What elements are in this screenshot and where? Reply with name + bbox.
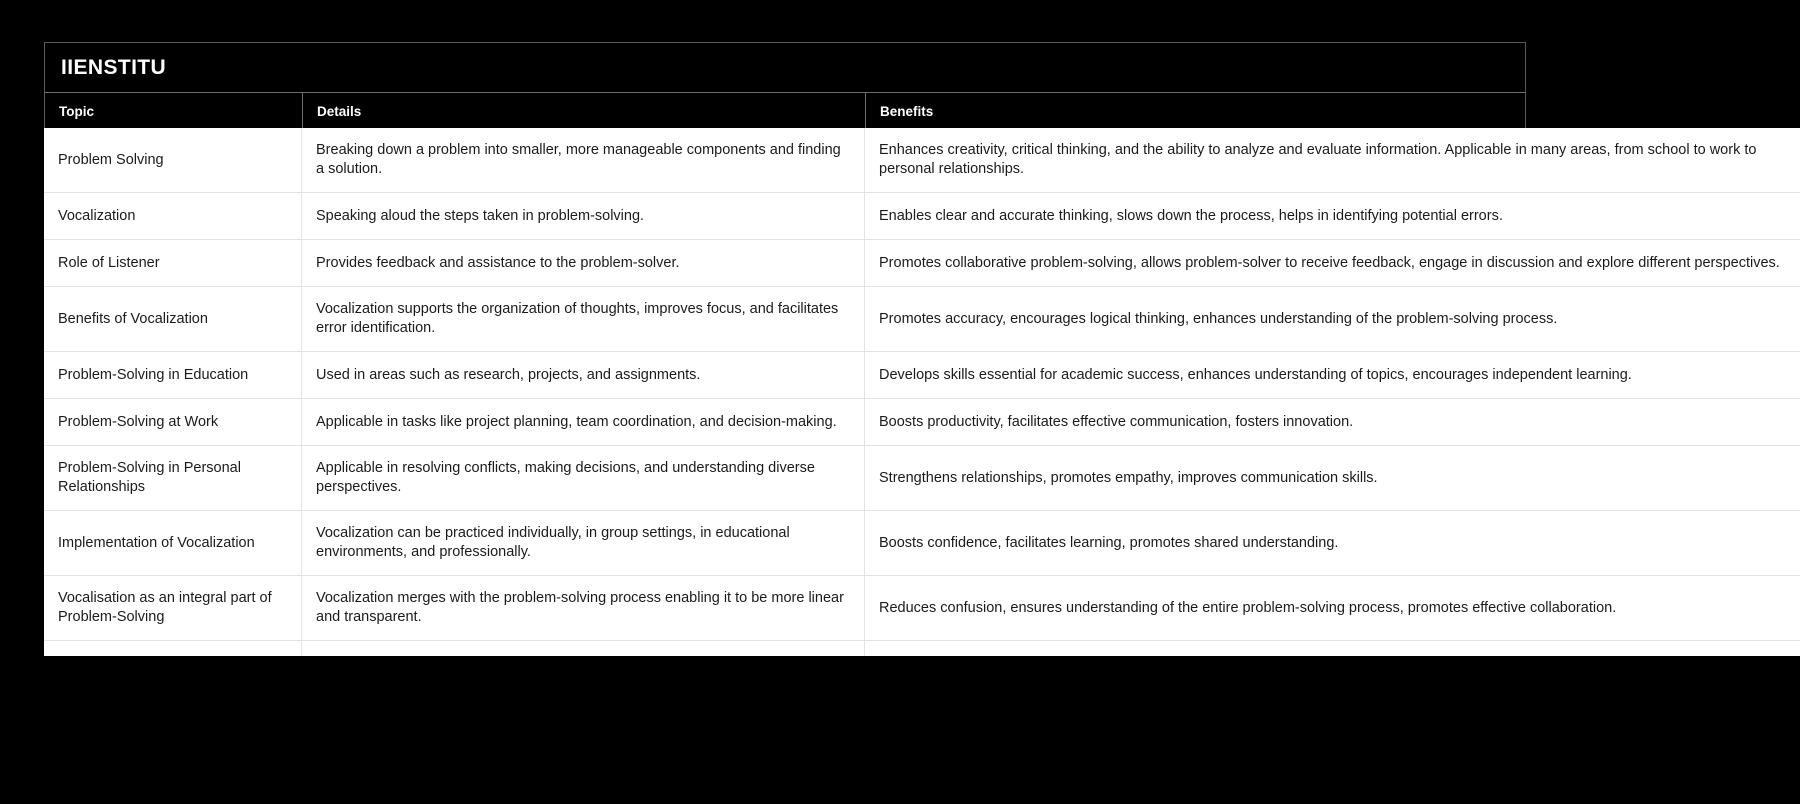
- cell-benefits: Develops skills essential for academic s…: [865, 352, 1800, 398]
- benefits-text: Promotes collaborative problem-solving, …: [879, 254, 1780, 271]
- table-row: Implementation of Vocalization Vocalizat…: [44, 511, 1800, 576]
- benefits-text: Reduces confusion, ensures understanding…: [879, 599, 1617, 616]
- cell-details: Applicable in tasks like project plannin…: [302, 399, 865, 445]
- cell-topic: Problem Solving: [44, 128, 302, 192]
- topic-text: Problem-Solving at Work: [58, 413, 219, 430]
- cell-details: Vocalization can be practiced individual…: [302, 511, 865, 575]
- cell-benefits: Reduces confusion, ensures understanding…: [865, 576, 1800, 640]
- benefits-text: Enhances creativity, critical thinking, …: [879, 142, 1757, 177]
- topic-text: Benefits of Vocalization: [58, 310, 208, 327]
- details-text: Speaking aloud the steps taken in proble…: [316, 207, 645, 224]
- cell-benefits: Promotes accuracy, encourages logical th…: [865, 287, 1800, 351]
- table-row: Role of Listener Provides feedback and a…: [44, 240, 1800, 287]
- details-text: Breaking down a problem into smaller, mo…: [316, 142, 841, 177]
- details-text: The listener gains a better understandin…: [316, 654, 850, 656]
- column-header-details[interactable]: Details: [303, 93, 866, 129]
- column-header-benefits[interactable]: Benefits: [880, 103, 934, 119]
- table-body: Problem Solving Breaking down a problem …: [44, 128, 1800, 656]
- details-text: Provides feedback and assistance to the …: [316, 254, 680, 271]
- benefits-text: Enables clear and accurate thinking, slo…: [879, 207, 1503, 224]
- table-row: Problem Solving Breaking down a problem …: [44, 128, 1800, 193]
- cell-benefits: Strengthens relationships, promotes empa…: [865, 446, 1800, 510]
- cell-topic: Role of Listener: [44, 240, 302, 286]
- table-row: Vocalisation as an integral part of Prob…: [44, 576, 1800, 641]
- cell-details: Applicable in resolving conflicts, makin…: [302, 446, 865, 510]
- table-row: The effect of Vocalization on the listen…: [44, 641, 1800, 656]
- details-text: Vocalization supports the organization o…: [316, 301, 839, 336]
- bottom-mask: [0, 656, 1800, 804]
- brand-band: IIENSTITU: [45, 43, 1525, 93]
- benefits-text: Boosts confidence, facilitates learning,…: [879, 534, 1339, 551]
- benefits-text: Develops skills essential for academic s…: [879, 366, 1632, 383]
- cell-benefits: Boosts confidence, facilitates learning,…: [865, 511, 1800, 575]
- cell-topic: Implementation of Vocalization: [44, 511, 302, 575]
- table-frame: IIENSTITU Topic Details Benefits: [44, 42, 1526, 129]
- cell-topic: Problem-Solving at Work: [44, 399, 302, 445]
- details-text: Used in areas such as research, projects…: [316, 366, 701, 383]
- cell-topic: Problem-Solving in Personal Relationship…: [44, 446, 302, 510]
- table-row: Problem-Solving in Education Used in are…: [44, 352, 1800, 399]
- table-row: Vocalization Speaking aloud the steps ta…: [44, 193, 1800, 240]
- benefits-text: Boosts productivity, facilitates effecti…: [879, 413, 1354, 430]
- topic-text: Problem-Solving in Personal Relationship…: [58, 460, 241, 495]
- cell-details: Vocalization merges with the problem-sol…: [302, 576, 865, 640]
- cell-benefits: Promotes collaborative problem-solving, …: [865, 240, 1800, 286]
- topic-text: Implementation of Vocalization: [58, 534, 255, 551]
- cell-details: Vocalization supports the organization o…: [302, 287, 865, 351]
- table-row: Benefits of Vocalization Vocalization su…: [44, 287, 1800, 352]
- cell-details: Breaking down a problem into smaller, mo…: [302, 128, 865, 192]
- cell-benefits: Enhances creativity, critical thinking, …: [865, 128, 1800, 192]
- cell-topic: Vocalization: [44, 193, 302, 239]
- cell-benefits: Boosts productivity, facilitates effecti…: [865, 399, 1800, 445]
- brand-title: IIENSTITU: [61, 55, 167, 79]
- cell-details: Provides feedback and assistance to the …: [302, 240, 865, 286]
- cell-details: Used in areas such as research, projects…: [302, 352, 865, 398]
- details-text: Applicable in tasks like project plannin…: [316, 413, 837, 430]
- details-text: Vocalization merges with the problem-sol…: [316, 590, 844, 625]
- cell-topic: The effect of Vocalization on the listen…: [44, 641, 302, 656]
- cell-benefits: Enables clear and accurate thinking, slo…: [865, 193, 1800, 239]
- details-text: Applicable in resolving conflicts, makin…: [316, 460, 815, 495]
- cell-benefits: Promotes active participation, ensures e…: [865, 641, 1800, 656]
- topic-text: Problem-Solving in Education: [58, 366, 249, 383]
- topic-text: Role of Listener: [58, 254, 160, 271]
- benefits-text: Strengthens relationships, promotes empa…: [879, 469, 1378, 486]
- topic-text: Vocalisation as an integral part of Prob…: [58, 590, 272, 625]
- benefits-text: Promotes accuracy, encourages logical th…: [879, 310, 1558, 327]
- topic-text: The effect of Vocalization on the listen…: [58, 654, 287, 656]
- cell-topic: Vocalisation as an integral part of Prob…: [44, 576, 302, 640]
- table-row: Problem-Solving in Personal Relationship…: [44, 446, 1800, 511]
- topic-text: Problem Solving: [58, 151, 164, 168]
- topic-text: Vocalization: [58, 207, 136, 224]
- cell-details: Speaking aloud the steps taken in proble…: [302, 193, 865, 239]
- cell-topic: Benefits of Vocalization: [44, 287, 302, 351]
- column-header-topic[interactable]: Topic: [45, 93, 303, 129]
- details-text: Vocalization can be practiced individual…: [316, 525, 790, 560]
- table-row: Problem-Solving at Work Applicable in ta…: [44, 399, 1800, 446]
- table-header-row: Topic Details Benefits: [45, 93, 1525, 129]
- cell-topic: Problem-Solving in Education: [44, 352, 302, 398]
- cell-details: The listener gains a better understandin…: [302, 641, 865, 656]
